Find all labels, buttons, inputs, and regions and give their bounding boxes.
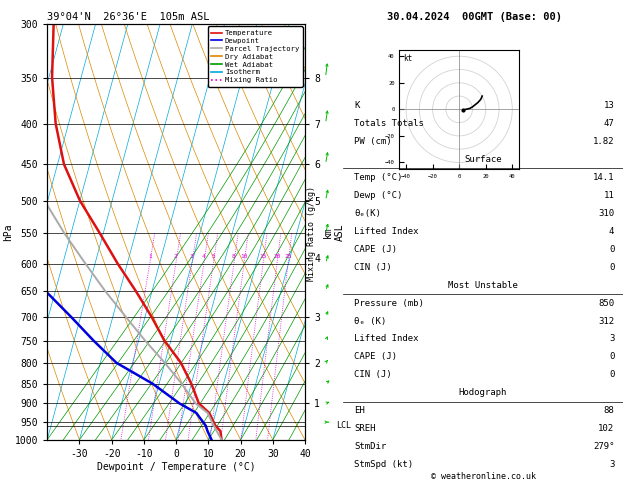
Text: 30.04.2024  00GMT (Base: 00): 30.04.2024 00GMT (Base: 00) [387,12,562,22]
Text: 1.82: 1.82 [593,137,615,146]
Text: 47: 47 [604,119,615,128]
Text: 279°: 279° [593,442,615,451]
Legend: Temperature, Dewpoint, Parcel Trajectory, Dry Adiabat, Wet Adiabat, Isotherm, Mi: Temperature, Dewpoint, Parcel Trajectory… [208,26,303,87]
Text: θₑ(K): θₑ(K) [354,208,381,218]
Text: CAPE (J): CAPE (J) [354,244,397,254]
Text: Dewp (°C): Dewp (°C) [354,191,403,200]
Text: 3: 3 [190,254,194,259]
Text: kt: kt [403,53,413,63]
Text: 0: 0 [609,370,615,380]
Text: StmDir: StmDir [354,442,386,451]
Text: 14.1: 14.1 [593,173,615,182]
X-axis label: Dewpoint / Temperature (°C): Dewpoint / Temperature (°C) [97,462,255,471]
Text: CAPE (J): CAPE (J) [354,352,397,362]
Text: 13: 13 [604,101,615,110]
Text: CIN (J): CIN (J) [354,370,392,380]
Text: 102: 102 [598,424,615,434]
Text: LCL: LCL [336,421,351,430]
Text: Lifted Index: Lifted Index [354,334,418,344]
Text: 3: 3 [609,460,615,469]
Text: 10: 10 [240,254,248,259]
Text: 4: 4 [609,226,615,236]
Text: EH: EH [354,406,365,416]
Text: SREH: SREH [354,424,376,434]
Text: 0: 0 [609,352,615,362]
Text: 5: 5 [211,254,215,259]
Text: Most Unstable: Most Unstable [448,280,518,290]
Text: 15: 15 [259,254,267,259]
Text: 39°04'N  26°36'E  105m ASL: 39°04'N 26°36'E 105m ASL [47,12,209,22]
Text: Pressure (mb): Pressure (mb) [354,298,424,308]
Text: CIN (J): CIN (J) [354,262,392,272]
Text: 11: 11 [604,191,615,200]
Text: Temp (°C): Temp (°C) [354,173,403,182]
Text: K: K [354,101,359,110]
Y-axis label: hPa: hPa [3,223,13,241]
Text: 850: 850 [598,298,615,308]
Text: 8: 8 [232,254,236,259]
Text: StmSpd (kt): StmSpd (kt) [354,460,413,469]
Text: 20: 20 [273,254,281,259]
Text: © weatheronline.co.uk: © weatheronline.co.uk [431,472,535,481]
Text: 312: 312 [598,316,615,326]
Text: 2: 2 [174,254,177,259]
Text: PW (cm): PW (cm) [354,137,392,146]
Text: Totals Totals: Totals Totals [354,119,424,128]
Text: 88: 88 [604,406,615,416]
Text: 25: 25 [284,254,292,259]
Text: 0: 0 [609,244,615,254]
Text: 310: 310 [598,208,615,218]
Text: 1: 1 [148,254,152,259]
Text: Surface: Surface [464,155,501,164]
Text: Mixing Ratio (g/kg): Mixing Ratio (g/kg) [308,186,316,281]
Text: θₑ (K): θₑ (K) [354,316,386,326]
Text: Hodograph: Hodograph [459,388,507,398]
Text: 3: 3 [609,334,615,344]
Text: 4: 4 [202,254,206,259]
Y-axis label: km
ASL: km ASL [323,223,344,241]
Text: Lifted Index: Lifted Index [354,226,418,236]
Text: 0: 0 [609,262,615,272]
